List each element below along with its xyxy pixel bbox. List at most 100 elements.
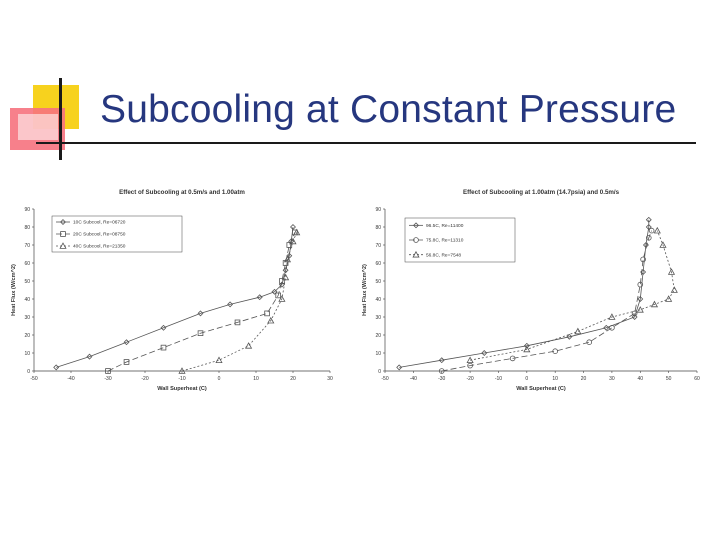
data-point <box>86 353 93 360</box>
chart-title: Effect of Subcooling at 1.00atm (14.7psi… <box>463 189 620 196</box>
x-tick-label: 50 <box>666 376 672 382</box>
data-point <box>215 356 223 364</box>
y-tick-label: 90 <box>24 207 30 213</box>
x-axis-label: Wall Superheat (C) <box>157 386 207 392</box>
series-3 <box>178 228 301 374</box>
y-tick-label: 10 <box>375 351 381 357</box>
y-axis-label: Heat Flux (W/cm^2) <box>362 264 368 316</box>
data-point <box>608 313 616 320</box>
data-point <box>640 256 646 263</box>
data-point <box>637 296 644 302</box>
y-tick-label: 0 <box>27 369 30 375</box>
data-point <box>438 368 445 374</box>
legend-box <box>51 215 183 253</box>
data-point <box>645 234 652 241</box>
x-tick-label: 30 <box>327 376 333 382</box>
y-tick-label: 90 <box>375 207 381 213</box>
legend: 96.5C, Re=11400 75.8C, Re=11310 56.8C, Re=… <box>404 217 516 263</box>
y-tick-label: 50 <box>375 279 381 285</box>
data-point <box>636 306 644 313</box>
data-point <box>566 333 573 340</box>
x-tick-label: -20 <box>466 376 473 382</box>
data-point <box>279 278 285 284</box>
data-point <box>123 359 130 365</box>
legend-label: 75.8C, Re=11310 <box>426 238 464 244</box>
x-tick-label: 30 <box>609 376 615 382</box>
x-tick-label: -30 <box>438 376 445 382</box>
x-tick-label: 0 <box>218 376 221 382</box>
y-tick-label: 80 <box>24 225 30 231</box>
data-point <box>197 330 204 337</box>
x-axis-label: Wall Superheat (C) <box>516 386 566 392</box>
data-point <box>523 345 531 353</box>
y-tick-label: 20 <box>24 333 30 339</box>
data-point <box>466 356 474 364</box>
data-point <box>667 268 676 275</box>
slide-title: Subcooling at Constant Pressure <box>100 88 677 131</box>
x-tick-label: -30 <box>104 376 111 382</box>
data-point <box>650 300 659 308</box>
legend-marker <box>60 231 66 237</box>
data-point <box>659 241 667 248</box>
data-point <box>670 286 678 293</box>
data-point <box>603 324 610 331</box>
data-point <box>653 226 661 234</box>
data-point <box>271 288 278 295</box>
legend-marker <box>413 237 419 243</box>
data-point <box>53 364 60 371</box>
data-point <box>645 224 652 230</box>
data-point <box>267 316 275 324</box>
series-line <box>56 226 294 368</box>
data-point <box>631 314 638 320</box>
x-tick-label: 20 <box>290 376 296 382</box>
data-point <box>609 325 615 331</box>
legend-marker <box>59 242 67 249</box>
data-point <box>586 339 593 346</box>
legend-label: 20C Subcool, Re=08750 <box>73 232 126 238</box>
data-point <box>645 216 652 223</box>
x-tick-label: 0 <box>525 376 528 382</box>
y-tick-label: 20 <box>375 333 381 339</box>
data-point <box>278 295 286 302</box>
data-point <box>234 319 241 326</box>
series-line <box>470 230 675 361</box>
data-point <box>275 292 281 299</box>
data-point <box>665 295 673 302</box>
x-tick-label: -50 <box>30 376 37 382</box>
data-point <box>637 281 644 288</box>
x-tick-label: 60 <box>694 376 700 382</box>
data-point <box>105 368 111 374</box>
legend-marker <box>60 219 66 225</box>
legend: 10C Subcool, Re=06720 20C Subcool, Re=087… <box>51 215 183 253</box>
data-point <box>283 255 292 263</box>
y-tick-label: 50 <box>24 279 30 285</box>
series-line <box>441 230 652 372</box>
legend-label: 96.5C, Re=11400 <box>426 223 464 229</box>
series-1 <box>396 216 652 371</box>
x-tick-label: -40 <box>410 376 417 382</box>
x-tick-label: -20 <box>141 376 148 382</box>
data-point <box>160 324 167 331</box>
y-tick-label: 60 <box>375 261 381 267</box>
data-point <box>290 224 296 230</box>
data-point <box>396 364 403 371</box>
data-point <box>178 367 186 374</box>
x-tick-label: 20 <box>581 376 587 382</box>
y-tick-label: 40 <box>375 297 381 303</box>
y-axis-label: Heat Flux (W/cm^2) <box>11 264 17 316</box>
y-tick-label: 70 <box>24 243 30 249</box>
data-point <box>467 362 473 369</box>
chart-title: Effect of Subcooling at 0.5m/s and 1.00a… <box>119 189 245 196</box>
data-point <box>282 273 290 281</box>
title-underline <box>36 142 696 144</box>
legend-label: 10C Subcool, Re=06720 <box>73 220 126 226</box>
data-point <box>227 301 234 308</box>
decor-red-square-highlight <box>18 114 58 140</box>
data-point <box>552 348 558 355</box>
legend-box <box>404 217 516 263</box>
data-point <box>648 227 655 234</box>
series-line <box>399 219 650 368</box>
data-point <box>438 357 445 364</box>
chart-right: Effect of Subcooling at 1.00atm (14.7psi… <box>362 189 700 392</box>
data-point <box>523 342 530 349</box>
